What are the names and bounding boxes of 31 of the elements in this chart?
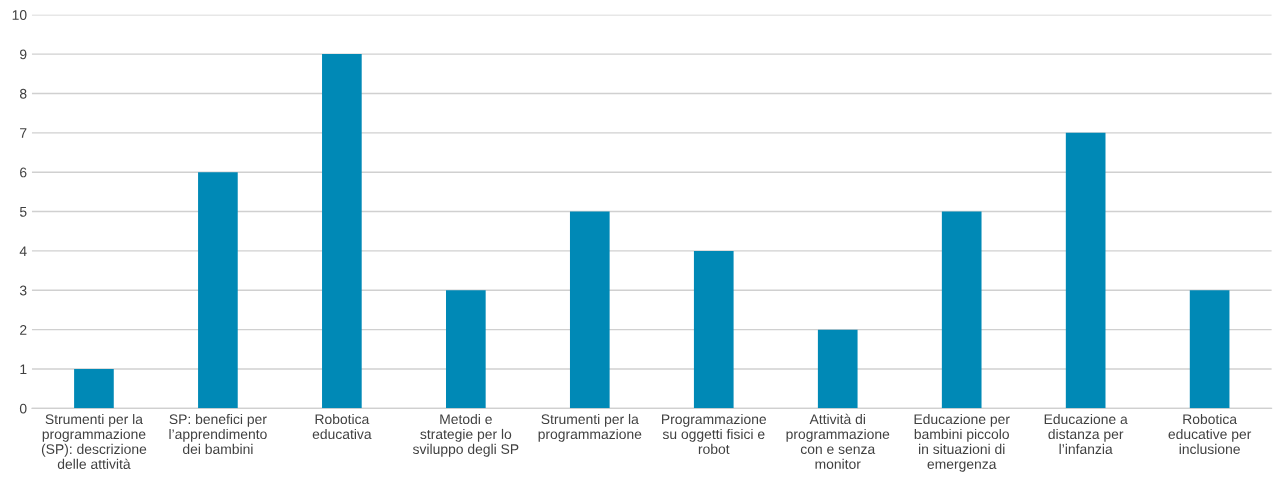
bar xyxy=(322,54,362,409)
bar xyxy=(446,290,486,409)
x-tick-label: SP: benefici per l’apprendimento dei bambini xyxy=(169,413,267,455)
bar xyxy=(74,369,114,409)
y-tick-label: 3 xyxy=(19,285,27,296)
bar xyxy=(569,211,610,409)
y-tick-label: 7 xyxy=(20,128,27,138)
bar xyxy=(198,172,238,409)
x-tick-label: Educazione a distanza per l’infanzia xyxy=(1044,413,1128,455)
x-tick-label: Programmazione su oggetti fisici e robot xyxy=(662,413,767,455)
y-tick-label: 2 xyxy=(20,324,27,335)
bar xyxy=(693,250,734,409)
y-tick-label: 10 xyxy=(12,10,27,20)
y-tick-label: 6 xyxy=(20,167,27,178)
x-tick-label: Robotica educativa xyxy=(312,413,372,440)
x-tick-label: Strumenti per la programmazione xyxy=(538,413,642,442)
y-tick-label: 9 xyxy=(20,49,27,60)
y-tick-label: 5 xyxy=(19,207,27,217)
y-tick-label: 4 xyxy=(19,246,27,256)
bar xyxy=(941,211,982,409)
y-tick-label: 1 xyxy=(20,364,27,375)
bar xyxy=(1189,290,1230,409)
x-tick-label: Robotica educative per inclusione xyxy=(1168,413,1252,455)
x-tick-label: Strumenti per la programmazione (SP): descrizione delle attività xyxy=(41,413,147,469)
bar xyxy=(1065,132,1106,409)
x-tick-label: Metodi e strategie per lo sviluppo degli SP xyxy=(412,413,519,457)
x-tick-label: Attività di programmazione con e senza monitor xyxy=(786,413,890,469)
y-tick-label: 0 xyxy=(19,403,27,414)
y-tick-label: 8 xyxy=(19,88,27,99)
x-tick-label: Educazione per bambini piccolo in situazioni di emergenza xyxy=(914,413,1010,472)
bar xyxy=(817,329,858,409)
